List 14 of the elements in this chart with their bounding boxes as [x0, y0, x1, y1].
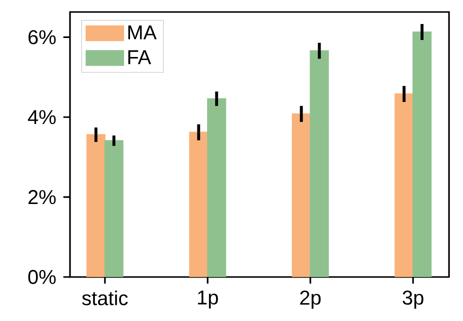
bar: [310, 50, 329, 277]
y-tick-label: 4%: [28, 110, 56, 124]
y-tick-label: 2%: [28, 190, 56, 204]
y-tick-label: 6%: [28, 30, 56, 44]
legend-label: MA: [128, 26, 157, 40]
legend-label: FA: [128, 50, 152, 64]
x-tick-label: static: [82, 290, 128, 306]
bar: [207, 98, 226, 277]
bar: [104, 140, 124, 277]
x-tick-label: 2p: [300, 290, 321, 309]
x-tick-label: 3p: [402, 290, 424, 309]
x-tick-label: 1p: [198, 290, 218, 308]
bar: [412, 31, 432, 277]
y-tick-label: 0%: [28, 270, 56, 284]
